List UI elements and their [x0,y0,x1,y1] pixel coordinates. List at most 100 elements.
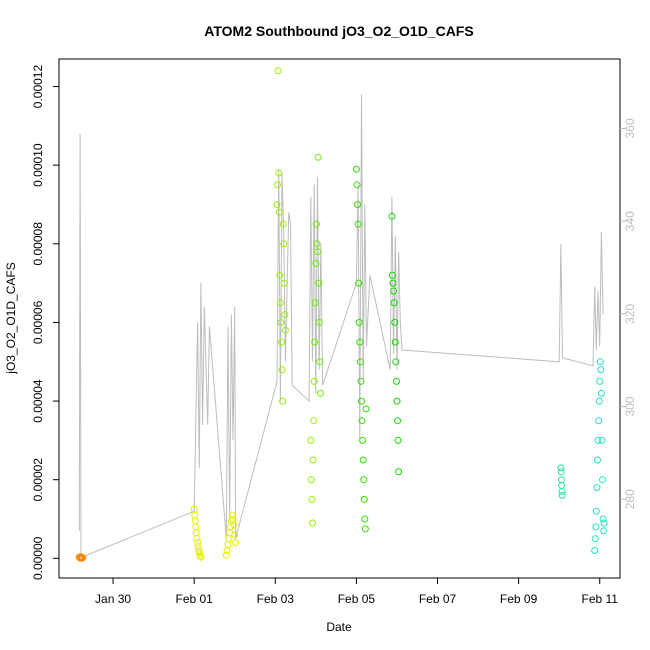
y2-tick-label: 300 [623,396,637,416]
data-point [600,527,608,535]
data-point [558,491,566,499]
y2-tick-label: 320 [623,304,637,324]
data-point [311,299,319,307]
data-point [358,417,366,425]
data-point [557,468,565,476]
data-point [309,456,317,464]
data-point [352,165,360,173]
data-point [275,208,283,216]
y2-tick-label: 340 [623,211,637,231]
x-axis-label: Date [326,620,352,634]
data-point [591,547,599,554]
data-point [312,260,320,267]
data-point [313,240,321,248]
data-point [592,523,600,531]
data-point [355,318,363,326]
data-point [593,484,601,492]
data-point [591,535,599,543]
data-point [388,212,396,220]
data-point [598,436,606,444]
data-point [274,67,282,75]
data-point [309,519,316,527]
data-point [316,358,324,366]
data-point [391,338,399,346]
data-point [359,436,367,444]
data-point [393,397,401,405]
data-point [388,271,396,279]
x-tick-label: Feb 05 [338,592,376,606]
y-tick-label: 0.00000 [31,536,45,580]
data-point [356,358,364,366]
data-point [394,417,401,425]
plot-area-frame [58,58,621,579]
data-point [390,299,398,307]
x-axis: Jan 30 Feb 01 Feb 03 Feb 05 Feb 07 Feb 09 Feb … [95,578,618,606]
y-tick-label: 0.00008 [31,222,45,266]
data-point [596,358,604,366]
data-point [595,417,603,425]
data-point [391,318,399,326]
data-point [191,517,199,525]
data-point [276,299,284,307]
data-point [315,279,323,287]
data-point [592,507,600,515]
data-point [274,181,281,189]
y-tick-label: 0.00002 [31,458,45,502]
data-point [310,417,318,425]
data-point [557,464,565,472]
data-point [394,436,402,444]
data-point [597,389,605,397]
data-point [307,476,315,484]
data-point [311,338,319,346]
data-point [197,553,205,561]
data-point [353,181,361,189]
data-point [596,377,604,385]
data-point [392,377,400,385]
data-point [361,525,369,533]
data-point [280,279,288,287]
data-point [192,523,200,531]
y-tick-label: 0.00010 [31,143,45,187]
data-point [310,377,318,385]
data-point [277,318,285,326]
series-line [78,94,604,559]
data-point [392,358,400,366]
data-point [360,495,368,503]
data-point [359,456,367,464]
y-axis: 0.00000 0.00002 0.00004 0.00006 0.00008 0.000… [31,65,59,580]
data-point [599,476,606,484]
data-point [278,338,285,346]
x-tick-label: Feb 07 [419,592,457,606]
data-point [276,271,284,279]
data-point [600,519,608,527]
data-point [557,476,565,484]
line-layer [78,94,604,559]
data-point [597,366,605,374]
data-point [355,279,363,287]
y-tick-label: 0.00012 [31,65,45,109]
y2-tick-label: 280 [623,489,637,509]
data-point [395,468,403,476]
data-point [594,436,602,444]
data-point [232,539,240,547]
y-tick-label: 0.00004 [31,379,45,423]
data-point [230,521,238,529]
data-point [228,511,236,519]
data-point [224,541,232,549]
data-point [307,436,315,444]
y2-axis: 280 300 320 340 360 [620,118,637,509]
data-point [558,488,566,495]
data-point [594,456,601,464]
data-point [316,389,324,397]
data-point [362,405,370,413]
y2-tick-label: 360 [623,118,637,138]
x-tick-label: Feb 11 [581,592,618,606]
x-tick-label: Feb 01 [176,592,214,606]
data-point [314,248,321,256]
data-point [79,554,87,562]
data-point [595,397,603,405]
data-point [231,531,239,539]
point-layer [75,67,608,562]
data-point [354,220,362,228]
data-point [193,535,201,543]
